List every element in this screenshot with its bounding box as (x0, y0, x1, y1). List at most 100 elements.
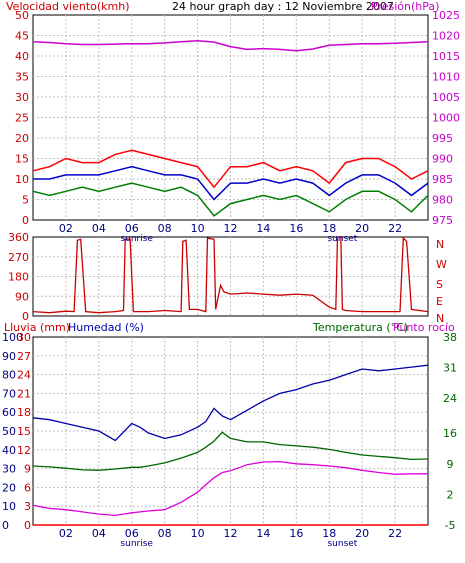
direction-y-tick-270: 270 (8, 251, 29, 264)
wind-x-tick-16: 16 (289, 222, 303, 235)
humidity-y-tick-20: 20 (2, 481, 16, 494)
direction-y-tick-360: 360 (8, 231, 29, 244)
humidity-y-tick-50: 50 (2, 425, 16, 438)
wind-y-tick-35: 35 (15, 71, 29, 84)
pressure-line (32, 40, 429, 52)
pressure-y-tick-985: 985 (432, 173, 453, 186)
rain-y-tick-9: 9 (24, 463, 31, 476)
wind-x-tick-20: 20 (355, 222, 369, 235)
humidity-y-tick-70: 70 (2, 387, 16, 400)
humidity-y-tick-90: 90 (2, 350, 16, 363)
temperature-y-tick-31: 31 (443, 362, 457, 375)
pressure-y-tick-980: 980 (432, 194, 453, 207)
temperature-y-tick-38: 38 (443, 331, 457, 344)
lower-x-tick-16: 16 (289, 527, 303, 540)
temperature-y-tick-16: 16 (443, 427, 457, 440)
lower-sunrise-label: sunrise (120, 539, 153, 549)
humidity-y-tick-10: 10 (2, 500, 16, 513)
wind-sunset-label: sunset (327, 234, 357, 244)
direction-letter-s: S (436, 278, 443, 291)
humidity-label: Humedad (%) (68, 321, 144, 334)
wind-avg-line (33, 165, 429, 201)
rain-y-tick-12: 12 (17, 444, 31, 457)
wind-y-tick-10: 10 (15, 173, 29, 186)
rain-y-tick-24: 24 (17, 369, 31, 382)
lower-x-tick-06: 06 (125, 527, 139, 540)
humidity-y-tick-100: 100 (2, 331, 23, 344)
lower-x-tick-04: 04 (92, 527, 106, 540)
pressure-y-tick-995: 995 (432, 132, 453, 145)
pressure-y-tick-975: 975 (432, 214, 453, 227)
wind-y-tick-20: 20 (15, 132, 29, 145)
wind-x-tick-18: 18 (322, 222, 336, 235)
wind-x-tick-06: 06 (125, 222, 139, 235)
wind-y-tick-5: 5 (22, 194, 29, 207)
wind-x-tick-02: 02 (59, 222, 73, 235)
humidity-line (32, 364, 429, 442)
wind-x-tick-12: 12 (224, 222, 238, 235)
wind-direction-line (32, 236, 429, 314)
dewpoint-label: Punto rocío (393, 321, 455, 334)
rain-y-tick-27: 27 (17, 350, 31, 363)
wind-y-tick-40: 40 (15, 50, 29, 63)
lower-x-tick-20: 20 (355, 527, 369, 540)
temperature-y-tick-2: 2 (447, 488, 454, 501)
wind-y-tick-15: 15 (15, 153, 29, 166)
wind-speed-label: Velocidad viento(kmh) (6, 0, 130, 13)
direction-letter-w: W (436, 258, 447, 271)
pressure-y-tick-1015: 1015 (432, 50, 460, 63)
pressure-y-tick-1005: 1005 (432, 91, 460, 104)
wind-min-line (32, 182, 429, 217)
wind-x-tick-22: 22 (388, 222, 402, 235)
tick-labels-layer: 0510152025303540455097598098599099510001… (2, 9, 460, 549)
humidity-y-tick-80: 80 (2, 369, 16, 382)
temperature-y-tick--5: -5 (445, 519, 456, 532)
direction-letter-e: E (436, 295, 443, 308)
pressure-y-tick-990: 990 (432, 153, 453, 166)
temperature-line (32, 431, 429, 471)
wind-y-tick-0: 0 (22, 214, 29, 227)
pressure-y-tick-1020: 1020 (432, 30, 460, 43)
direction-y-tick-0: 0 (22, 310, 29, 323)
rain-y-tick-15: 15 (17, 425, 31, 438)
lower-x-tick-14: 14 (256, 527, 270, 540)
wind-y-tick-25: 25 (15, 112, 29, 125)
grid-layer (33, 15, 428, 525)
rain-y-tick-30: 30 (17, 331, 31, 344)
lower-x-tick-22: 22 (388, 527, 402, 540)
lower-x-tick-10: 10 (191, 527, 205, 540)
temperature-label: Temperatura (°C) (312, 321, 408, 334)
rain-y-tick-6: 6 (24, 481, 31, 494)
rain-y-tick-3: 3 (24, 500, 31, 513)
direction-letter-n-top: N (436, 238, 444, 251)
wind-y-tick-45: 45 (15, 30, 29, 43)
lower-x-tick-08: 08 (158, 527, 172, 540)
temperature-y-tick-9: 9 (447, 458, 454, 471)
direction-y-tick-90: 90 (15, 290, 29, 303)
pressure-y-tick-1025: 1025 (432, 9, 460, 22)
temperature-y-tick-24: 24 (443, 392, 457, 405)
rain-label: Lluvia (mm) (4, 321, 70, 334)
pressure-label: Presión(hPa) (371, 0, 439, 13)
wind-x-tick-04: 04 (92, 222, 106, 235)
humidity-y-tick-60: 60 (2, 406, 16, 419)
wind-x-tick-10: 10 (191, 222, 205, 235)
lower-x-tick-02: 02 (59, 527, 73, 540)
wind-sunrise-label: sunrise (120, 234, 153, 244)
wind-x-tick-08: 08 (158, 222, 172, 235)
rain-y-tick-18: 18 (17, 406, 31, 419)
humidity-y-tick-40: 40 (2, 444, 16, 457)
series-layer (32, 40, 429, 526)
rain-y-tick-0: 0 (24, 519, 31, 532)
direction-letter-n-bottom: N (436, 312, 444, 325)
lower-sunset-label: sunset (327, 539, 357, 549)
wind-max-line (32, 149, 429, 189)
humidity-y-tick-0: 0 (2, 519, 9, 532)
chart-title: 24 hour graph day : 12 Noviembre 2007 (172, 0, 394, 13)
lower-x-tick-12: 12 (224, 527, 238, 540)
wind-y-tick-50: 50 (15, 9, 29, 22)
pressure-y-tick-1010: 1010 (432, 71, 460, 84)
lower-x-tick-18: 18 (322, 527, 336, 540)
wind-x-tick-14: 14 (256, 222, 270, 235)
